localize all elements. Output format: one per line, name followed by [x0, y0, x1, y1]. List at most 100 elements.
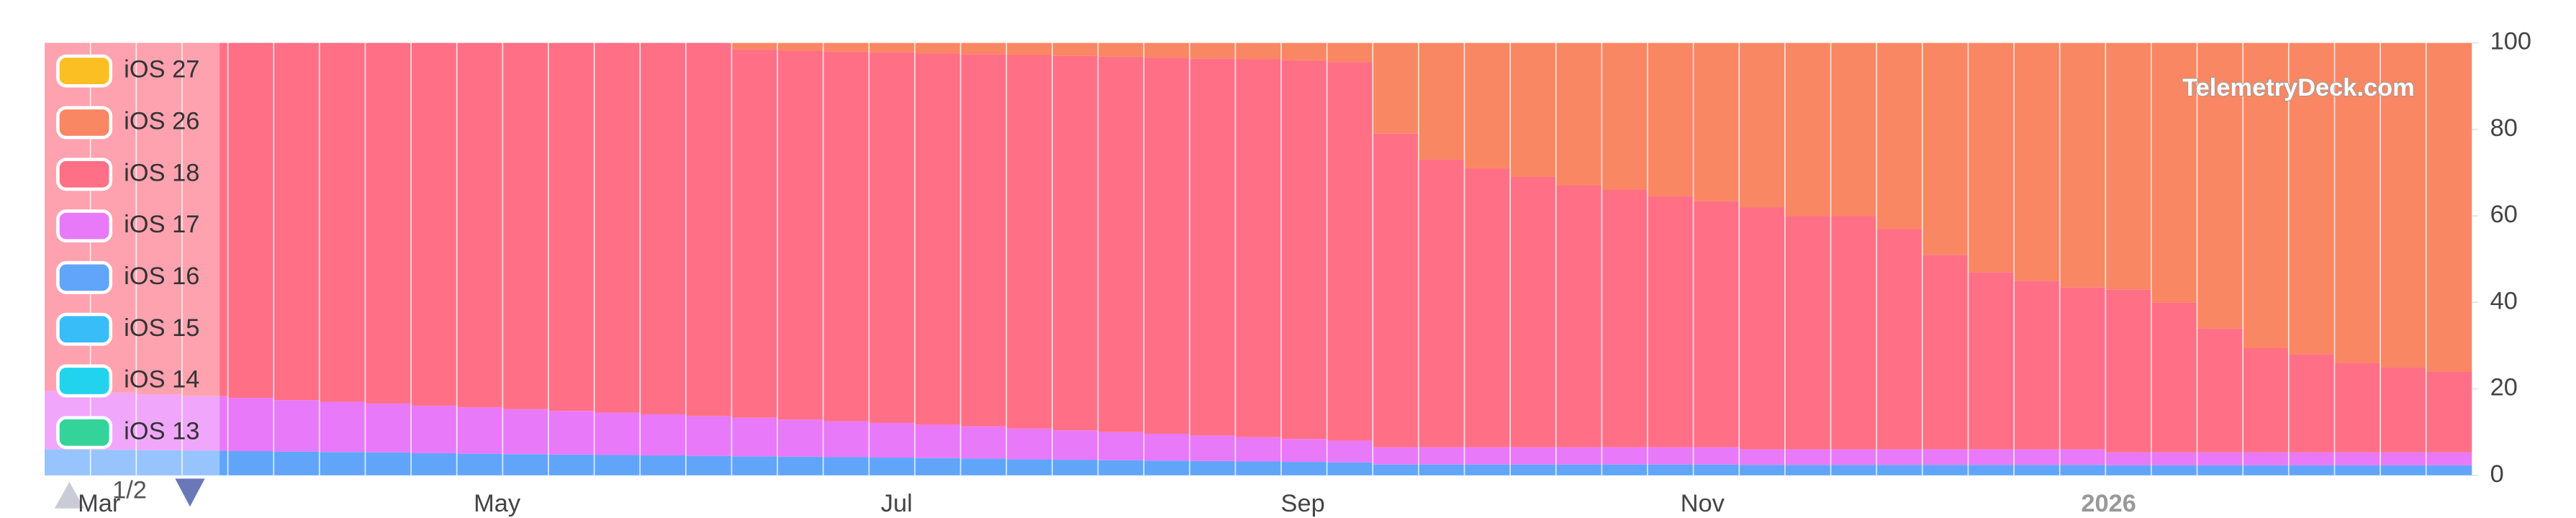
- bar-segment: [777, 456, 823, 476]
- bar-segment: [2151, 452, 2197, 465]
- bar-segment: [2288, 42, 2335, 355]
- bar-segment: [685, 416, 732, 456]
- y-tick-label: 60: [2490, 201, 2518, 228]
- bar-segment: [1555, 42, 1602, 186]
- bar-segment: [1830, 42, 1877, 217]
- bar-segment: [2059, 42, 2106, 288]
- bar-segment: [2105, 42, 2151, 290]
- bar-segment: [1052, 55, 1098, 431]
- y-tick-label: 80: [2490, 114, 2518, 142]
- bar-segment: [960, 458, 1007, 476]
- bar-segment: [136, 394, 182, 450]
- bar-segment: [502, 42, 548, 409]
- bar-segment: [1373, 447, 1419, 465]
- y-tick-label: 40: [2490, 287, 2518, 314]
- bar-segment: [2059, 465, 2106, 476]
- bar-segment: [2334, 42, 2381, 363]
- x-tick-label: Jul: [881, 490, 913, 517]
- bar-segment: [1373, 42, 1419, 134]
- bar-segment: [2334, 363, 2381, 453]
- bar-segment: [1601, 464, 1648, 476]
- bar-segment: [2380, 42, 2426, 368]
- bar-segment: [777, 50, 823, 420]
- bar-segment: [2105, 452, 2151, 465]
- watermark: TelemetryDeck.com: [2182, 74, 2415, 101]
- bar-segment: [823, 51, 869, 422]
- bar-segment: [227, 398, 274, 452]
- bar-segment: [777, 419, 823, 457]
- bar-segment: [1693, 447, 1740, 465]
- legend-page-down[interactable]: [175, 478, 205, 507]
- bar-segment: [1648, 447, 1694, 465]
- bar-segment: [1922, 42, 1969, 255]
- bar-segment: [1418, 464, 1465, 476]
- bar-segment: [1418, 42, 1465, 160]
- bar-segment: [1327, 42, 1373, 63]
- bar-segment: [1922, 255, 1969, 450]
- legend-page-up[interactable]: [54, 481, 85, 509]
- bar-segment: [914, 424, 961, 458]
- bar-segment: [502, 454, 548, 476]
- bar-segment: [1189, 460, 1236, 476]
- bar-segment: [136, 42, 182, 395]
- bar-segment: [685, 455, 732, 476]
- bar-segment: [1510, 447, 1556, 465]
- x-tick-label: Mar: [78, 490, 120, 517]
- bar-segment: [1144, 42, 1190, 58]
- bar-segment: [1418, 447, 1465, 465]
- legend-swatch: [56, 416, 113, 450]
- bar-segment: [1876, 465, 1922, 476]
- bar-segment: [914, 53, 961, 425]
- bar-segment: [1281, 462, 1327, 476]
- bar-segment: [1006, 459, 1052, 476]
- bar-segment: [2288, 354, 2335, 453]
- legend-label: iOS 15: [124, 314, 199, 342]
- bar-segment: [1281, 42, 1327, 60]
- bar-segment: [594, 412, 641, 455]
- bar-segment: [1235, 437, 1282, 462]
- legend-label: iOS 14: [124, 366, 199, 394]
- bar-segment: [2426, 42, 2472, 372]
- legend-label: iOS 17: [124, 211, 199, 238]
- bar-segment: [411, 405, 457, 454]
- bar-segment: [1968, 449, 2015, 465]
- bar-segment: [1830, 216, 1877, 450]
- bar-segment: [548, 42, 595, 412]
- bar-segment: [1922, 449, 1969, 465]
- bar-segment: [1006, 42, 1052, 55]
- bar-segment: [914, 42, 961, 54]
- bar-segment: [274, 400, 320, 452]
- bar-segment: [1876, 449, 1922, 465]
- bar-segment: [640, 42, 686, 414]
- bar-segment: [1327, 62, 1373, 441]
- bar-segment: [2426, 371, 2472, 453]
- bar-segment: [2197, 452, 2243, 465]
- bar-segment: [1098, 432, 1144, 460]
- bar-segment: [1373, 133, 1419, 447]
- bar-segment: [1464, 447, 1511, 465]
- bar-segment: [2243, 465, 2289, 476]
- bar-segment: [2334, 452, 2381, 465]
- bar-segment: [1601, 42, 1648, 191]
- bar-segment: [319, 401, 366, 453]
- bar-segment: [869, 42, 915, 53]
- bar-segment: [1922, 465, 1969, 476]
- bar-segment: [227, 451, 274, 476]
- bar-segment: [731, 42, 778, 50]
- bar-segment: [2426, 465, 2472, 476]
- bar-segment: [1144, 58, 1190, 434]
- bar-segment: [365, 452, 412, 476]
- bar-segment: [2197, 328, 2243, 453]
- bar-segment: [181, 396, 228, 451]
- bar-segment: [1052, 42, 1098, 56]
- bar-segment: [1189, 42, 1236, 59]
- x-tick-label: Nov: [1681, 490, 1725, 517]
- bar-segment: [2105, 465, 2151, 476]
- bar-segment: [2151, 42, 2197, 303]
- bar-segment: [1830, 465, 1877, 476]
- bar-segment: [1876, 42, 1922, 230]
- bar-segment: [1052, 430, 1098, 460]
- bar-segment: [1555, 447, 1602, 465]
- bar-segment: [869, 458, 915, 476]
- bar-segment: [777, 42, 823, 51]
